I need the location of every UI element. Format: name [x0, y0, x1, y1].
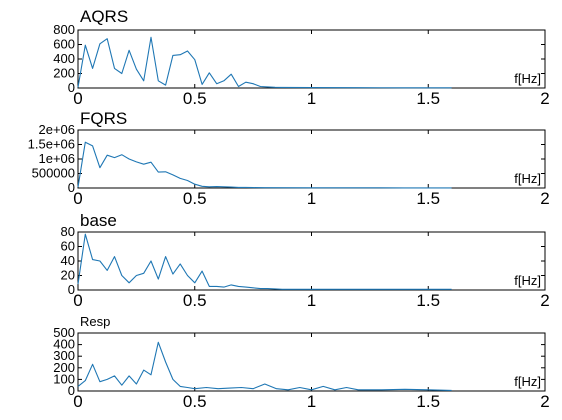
y-tick-label: 0: [68, 282, 75, 297]
y-tick-label: 40: [61, 253, 75, 268]
x-tick-label: 0: [73, 291, 82, 310]
x-tick-label: 0: [73, 189, 82, 208]
panel-title: Resp: [80, 314, 110, 329]
x-tick-label: 1.5: [416, 291, 440, 310]
y-tick-label: 80: [61, 224, 75, 239]
x-tick-label: 0.5: [183, 89, 207, 108]
plot-frame: [77, 129, 546, 189]
y-tick-label: 600: [53, 37, 75, 52]
y-tick-label: 20: [61, 268, 75, 283]
y-tick-label: 200: [53, 360, 75, 375]
y-tick-label: 0: [68, 383, 75, 398]
panel-title: base: [80, 211, 117, 230]
x-tick-label: 0: [73, 89, 82, 108]
x-tick-label: 1: [307, 89, 316, 108]
y-tick-label: 200: [53, 66, 75, 81]
y-tick-label: 500000: [32, 166, 75, 181]
y-tick-label: 800: [53, 22, 75, 37]
plot-frame: [77, 231, 546, 291]
plot-frame: [77, 29, 546, 89]
x-axis-label: f[Hz]: [514, 71, 541, 86]
x-tick-label: 2: [540, 392, 549, 411]
x-axis-label: f[Hz]: [514, 273, 541, 288]
plot-frame: [77, 332, 546, 392]
x-tick-label: 0.5: [183, 189, 207, 208]
x-tick-label: 1: [307, 392, 316, 411]
x-tick-label: 1.5: [416, 392, 440, 411]
y-tick-label: 2e+06: [38, 122, 75, 137]
x-tick-label: 1: [307, 189, 316, 208]
series-line: [77, 341, 452, 391]
x-tick-label: 1.5: [416, 189, 440, 208]
x-tick-label: 2: [540, 89, 549, 108]
x-tick-label: 1: [307, 291, 316, 310]
y-tick-label: 1e+06: [38, 151, 75, 166]
series-line: [77, 36, 452, 89]
x-axis-label: f[Hz]: [514, 374, 541, 389]
y-tick-label: 400: [53, 51, 75, 66]
panel-title: AQRS: [80, 7, 128, 26]
y-tick-label: 0: [68, 180, 75, 195]
y-tick-label: 1.5e+06: [28, 137, 75, 152]
y-tick-label: 400: [53, 337, 75, 352]
series-line: [77, 233, 452, 290]
x-tick-label: 0.5: [183, 291, 207, 310]
x-tick-label: 2: [540, 291, 549, 310]
series-line: [77, 141, 452, 189]
x-tick-label: 0.5: [183, 392, 207, 411]
y-tick-label: 100: [53, 371, 75, 386]
panel-title: FQRS: [80, 109, 127, 128]
y-tick-label: 500: [53, 325, 75, 340]
x-tick-label: 0: [73, 392, 82, 411]
x-tick-label: 1.5: [416, 89, 440, 108]
x-axis-label: f[Hz]: [514, 171, 541, 186]
y-tick-label: 300: [53, 348, 75, 363]
x-tick-label: 2: [540, 189, 549, 208]
y-tick-label: 0: [68, 80, 75, 95]
y-tick-label: 60: [61, 239, 75, 254]
